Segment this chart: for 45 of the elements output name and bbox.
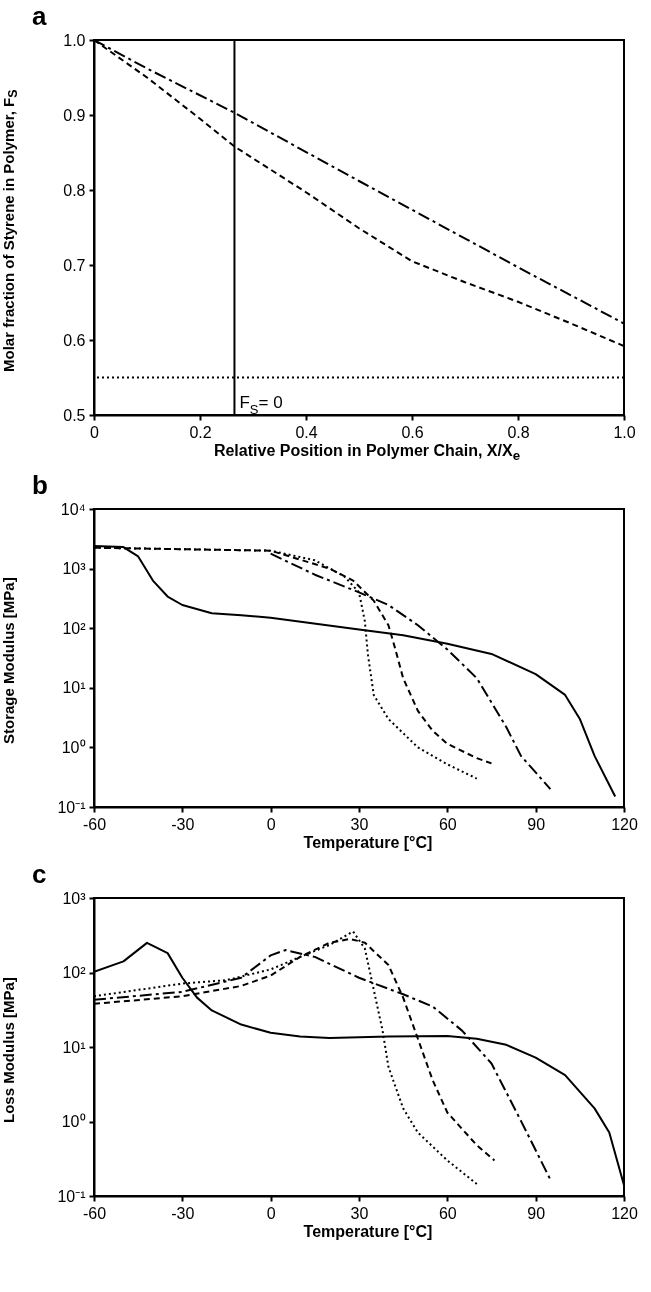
y-tick-label: 0.6 bbox=[63, 331, 86, 349]
x-tick-label: 0.8 bbox=[507, 423, 530, 441]
x-tick-label: 0.6 bbox=[401, 423, 424, 441]
y-tick-label: 10⁻¹ bbox=[57, 798, 86, 816]
x-tick-label: 1.0 bbox=[613, 423, 636, 441]
x-tick-label: -60 bbox=[82, 1204, 107, 1222]
y-tick-label: 10⁴ bbox=[60, 500, 86, 518]
x-tick-label: 60 bbox=[438, 1204, 457, 1222]
y-tick-label: 10³ bbox=[62, 560, 87, 578]
y-tick-label: 10⁻¹ bbox=[57, 1187, 86, 1205]
y-tick-label: 10² bbox=[62, 964, 87, 982]
x-tick-label: 0 bbox=[90, 423, 100, 441]
x-tick-label: 120 bbox=[611, 815, 638, 833]
x-tick-label: -30 bbox=[171, 1204, 195, 1222]
x-tick-label: 90 bbox=[527, 815, 546, 833]
y-tick-label: 10¹ bbox=[62, 679, 86, 697]
y-tick-label: 1.0 bbox=[63, 31, 86, 49]
x-tick-label: 0 bbox=[266, 815, 276, 833]
x-tick-label: 90 bbox=[527, 1204, 546, 1222]
x-axis-title: Relative Position in Polymer Chain, X/X$_{e}$ bbox=[212, 442, 522, 464]
x-tick-label: 0.4 bbox=[295, 423, 318, 441]
x-tick-label: 30 bbox=[350, 815, 369, 833]
chart-title: b bbox=[32, 470, 48, 501]
y-tick-label: 0.7 bbox=[63, 256, 86, 274]
x-tick-label: 120 bbox=[611, 1204, 638, 1222]
y-tick-label: 10² bbox=[62, 619, 87, 637]
y-tick-label: 10⁰ bbox=[61, 1113, 86, 1131]
x-tick-label: 60 bbox=[438, 815, 457, 833]
y-tick-label: 0.8 bbox=[63, 181, 86, 199]
x-tick-label: 0.2 bbox=[189, 423, 212, 441]
y-tick-label: 0.5 bbox=[63, 406, 86, 424]
chart-title: a bbox=[32, 1, 47, 31]
y-tick-label: 0.9 bbox=[63, 106, 86, 124]
y-tick-label: 10¹ bbox=[62, 1038, 86, 1056]
x-axis-title: Temperature [°C] bbox=[302, 1223, 434, 1242]
x-tick-label: -30 bbox=[171, 815, 195, 833]
y-axis-title: Storage Modulus [MPa] bbox=[0, 576, 18, 747]
x-tick-label: 0 bbox=[266, 1204, 276, 1222]
x-tick-label: 30 bbox=[350, 1204, 369, 1222]
y-axis-title: Loss Modulus [MPa] bbox=[0, 976, 18, 1126]
x-axis-title: Temperature [°C] bbox=[302, 834, 434, 853]
y-tick-label: 10⁰ bbox=[61, 739, 86, 757]
y-tick-label: 10³ bbox=[62, 889, 87, 907]
chart-title: c bbox=[32, 859, 47, 890]
x-tick-label: -60 bbox=[82, 815, 107, 833]
